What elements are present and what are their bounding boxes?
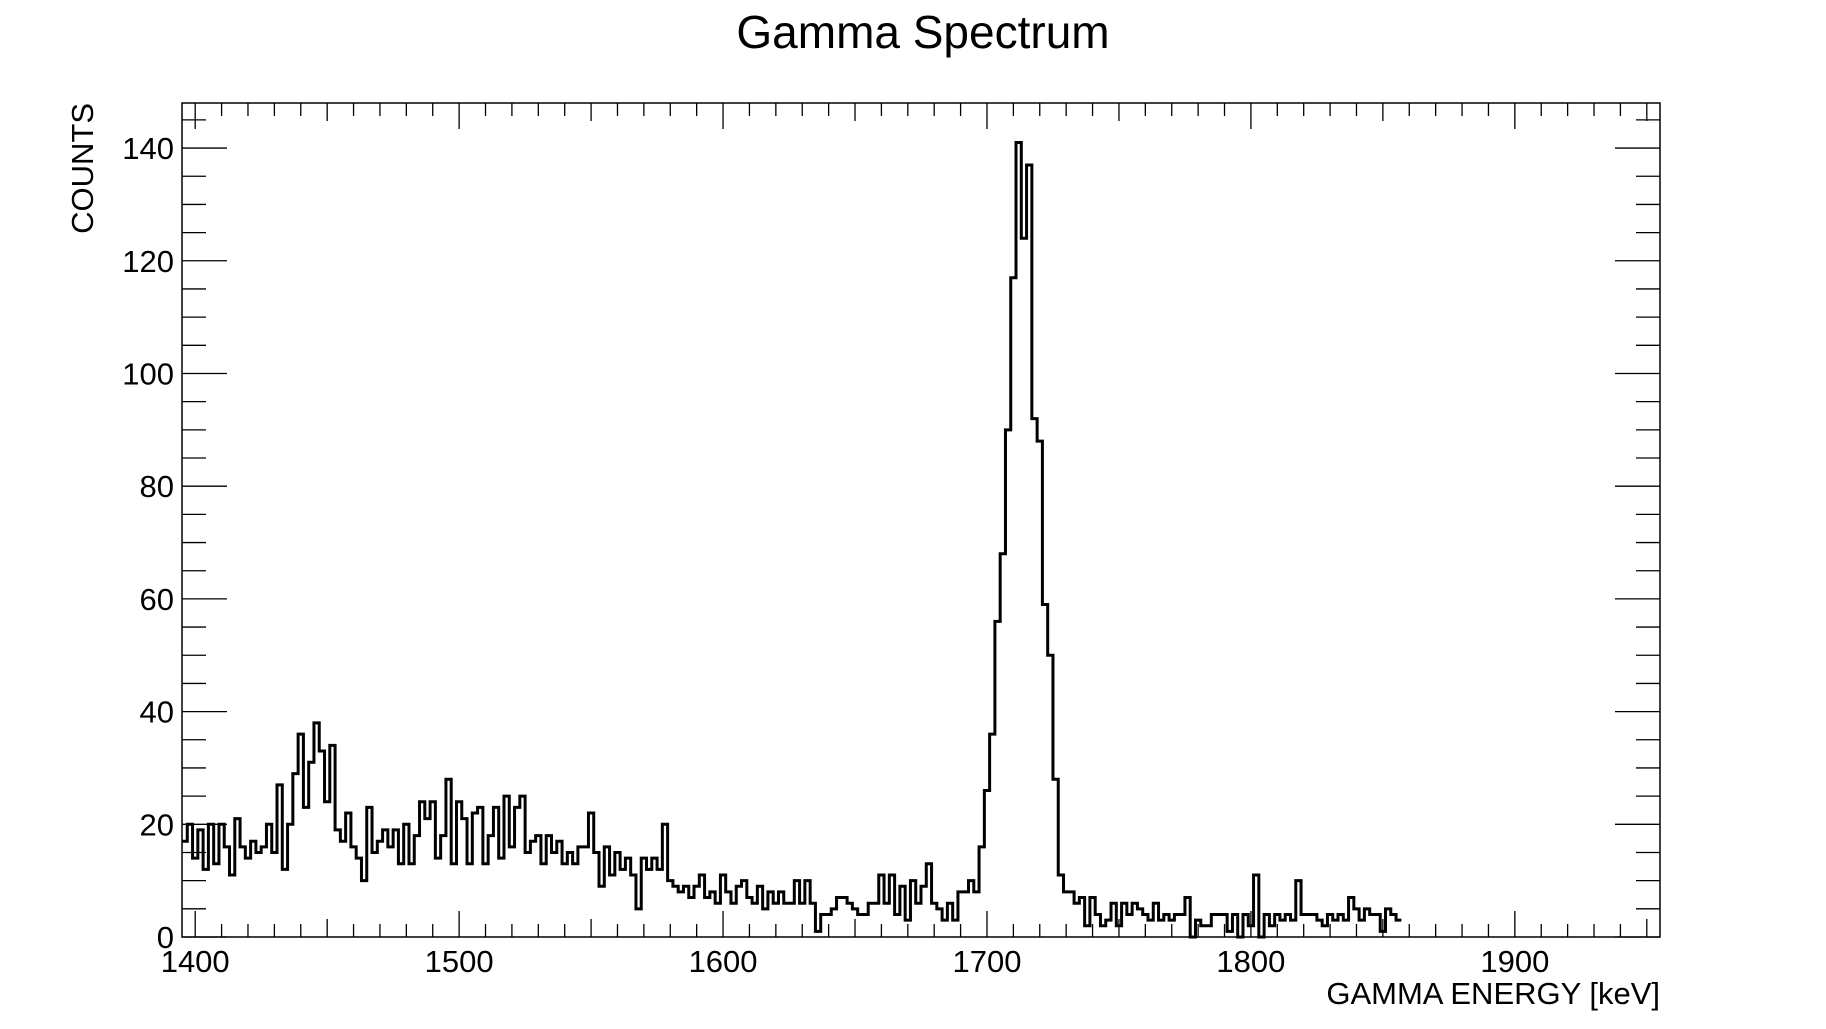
chart-title: Gamma Spectrum xyxy=(736,6,1109,58)
y-tick-label: 0 xyxy=(157,920,174,955)
y-tick-label: 60 xyxy=(140,582,174,617)
x-axis-title: GAMMA ENERGY [keV] xyxy=(1326,976,1660,1011)
y-tick-label: 100 xyxy=(122,356,174,391)
x-tick-label: 1700 xyxy=(952,944,1021,979)
y-tick-label: 40 xyxy=(140,695,174,730)
y-tick-label: 80 xyxy=(140,469,174,504)
histogram-series-line xyxy=(182,140,1402,939)
x-axis-tick-labels: 1400 1500 1600 1700 1800 1900 xyxy=(161,944,1550,979)
x-tick-label: 1600 xyxy=(689,944,758,979)
y-axis-ticks xyxy=(182,119,1660,938)
x-tick-label: 1500 xyxy=(425,944,494,979)
x-tick-label: 1900 xyxy=(1480,944,1549,979)
x-axis-ticks xyxy=(194,103,1648,937)
x-tick-label: 1400 xyxy=(161,944,230,979)
y-tick-label: 20 xyxy=(140,807,174,842)
y-axis-tick-labels: 0 20 40 60 80 100 120 140 xyxy=(122,131,174,955)
y-axis-title: COUNTS xyxy=(65,103,100,234)
x-tick-label: 1800 xyxy=(1216,944,1285,979)
plot-frame xyxy=(181,102,1661,938)
y-tick-label: 120 xyxy=(122,244,174,279)
y-tick-label: 140 xyxy=(122,131,174,166)
